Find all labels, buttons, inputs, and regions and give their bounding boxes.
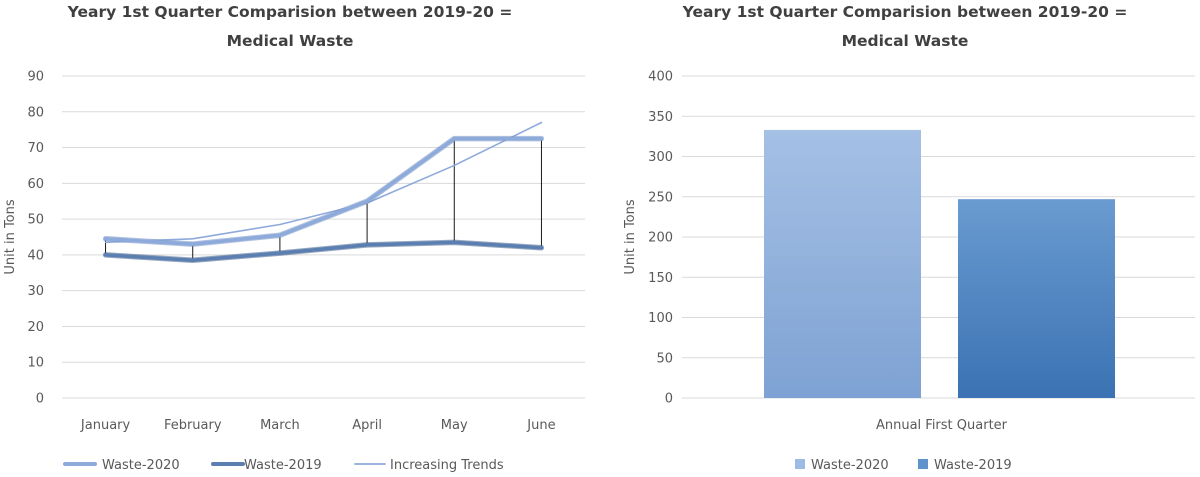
y-tick-label: 10 bbox=[27, 356, 44, 371]
x-tick-label: April bbox=[352, 418, 382, 433]
line-chart-series bbox=[102, 121, 545, 264]
y-tick-label: 40 bbox=[27, 248, 44, 263]
line-chart-y-tick-labels: 0 10 20 30 40 50 60 70 80 90 bbox=[27, 70, 44, 407]
bar-chart: Yeary 1st Quarter Comparision between 20… bbox=[623, 3, 1195, 473]
x-tick-label: May bbox=[441, 418, 468, 433]
y-tick-label: 0 bbox=[36, 392, 44, 407]
legend-item-waste-2020: Waste-2020 bbox=[63, 458, 180, 473]
y-tick-label: 0 bbox=[665, 392, 673, 407]
legend-label: Waste-2020 bbox=[102, 458, 180, 473]
legend-item-waste-2019: Waste-2019 bbox=[918, 458, 1012, 473]
bar-chart-legend: Waste-2020 Waste-2019 bbox=[795, 458, 1012, 473]
bar-chart-title-line-2: Medical Waste bbox=[842, 32, 969, 50]
x-tick-label: June bbox=[526, 418, 555, 433]
legend-swatch bbox=[918, 459, 928, 469]
line-chart-title-line-2: Medical Waste bbox=[227, 32, 354, 50]
legend-label: Waste-2019 bbox=[934, 458, 1012, 473]
y-tick-label: 80 bbox=[27, 105, 44, 120]
y-tick-label: 60 bbox=[27, 177, 44, 192]
legend-item-waste-2019: Waste-2019 bbox=[211, 458, 322, 473]
x-tick-label: January bbox=[80, 418, 131, 433]
y-tick-label: 350 bbox=[648, 110, 673, 125]
line-chart-title-line-1: Yeary 1st Quarter Comparision between 20… bbox=[67, 3, 513, 21]
legend-label: Increasing Trends bbox=[390, 458, 504, 473]
line-chart-x-tick-labels: January February March April May June bbox=[80, 418, 556, 433]
y-tick-label: 30 bbox=[27, 284, 44, 299]
y-tick-label: 70 bbox=[27, 141, 44, 156]
line-chart: Yeary 1st Quarter Comparision between 20… bbox=[3, 3, 585, 473]
x-tick-label: February bbox=[164, 418, 222, 433]
y-tick-label: 250 bbox=[648, 190, 673, 205]
y-tick-label: 150 bbox=[648, 271, 673, 286]
y-tick-label: 300 bbox=[648, 150, 673, 165]
y-tick-label: 100 bbox=[648, 311, 673, 326]
line-chart-gridlines bbox=[62, 75, 585, 399]
y-tick-label: 200 bbox=[648, 231, 673, 246]
x-tick-label: Annual First Quarter bbox=[876, 418, 1008, 433]
y-tick-label: 50 bbox=[656, 351, 673, 366]
series-line-waste-2020 bbox=[103, 136, 544, 246]
bar-chart-title-line-1: Yeary 1st Quarter Comparision between 20… bbox=[682, 3, 1128, 21]
line-chart-y-axis-title: Unit in Tons bbox=[3, 199, 18, 275]
bar-waste-2020 bbox=[764, 129, 921, 398]
bar-waste-2019 bbox=[958, 199, 1115, 398]
legend-swatch bbox=[795, 459, 805, 469]
y-tick-label: 400 bbox=[648, 70, 673, 85]
y-tick-label: 90 bbox=[27, 70, 44, 85]
bar-chart-x-tick-labels: Annual First Quarter bbox=[876, 418, 1008, 433]
series-line-increasing-trends bbox=[104, 121, 543, 244]
legend-item-waste-2020: Waste-2020 bbox=[795, 458, 889, 473]
legend-item-increasing-trends: Increasing Trends bbox=[354, 458, 504, 473]
bar-chart-bars bbox=[764, 129, 1115, 398]
bar-chart-gridlines bbox=[682, 75, 1195, 399]
x-tick-label: March bbox=[260, 418, 300, 433]
y-tick-label: 20 bbox=[27, 320, 44, 335]
bar-chart-y-axis-title: Unit in Tons bbox=[623, 199, 638, 275]
legend-label: Waste-2019 bbox=[244, 458, 322, 473]
y-tick-label: 50 bbox=[27, 213, 44, 228]
legend-label: Waste-2020 bbox=[811, 458, 889, 473]
bar-chart-y-tick-labels: 0 50 100 150 200 250 300 350 400 bbox=[648, 70, 673, 407]
line-chart-legend: Waste-2020 Waste-2019 Increasing Trends bbox=[63, 458, 504, 473]
series-line-waste-2019 bbox=[103, 240, 544, 263]
